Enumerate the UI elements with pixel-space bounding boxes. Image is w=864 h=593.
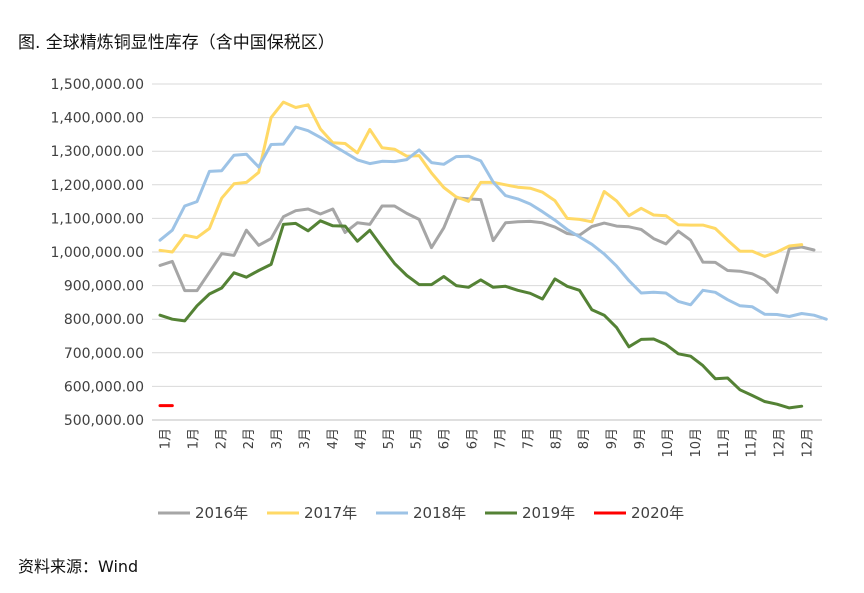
x-tick-label: 10月 — [661, 428, 676, 458]
series-line-2 — [158, 125, 828, 321]
x-tick-label: 1月 — [158, 428, 173, 449]
grid-lines — [152, 83, 822, 421]
x-tick-label: 10月 — [689, 428, 704, 458]
series-line-0 — [158, 196, 816, 294]
x-tick-label: 5月 — [382, 428, 397, 449]
x-tick-label: 6月 — [438, 428, 453, 449]
x-tick-label: 7月 — [521, 428, 536, 449]
y-tick-label: 600,000.00 — [64, 379, 144, 395]
series-line-1 — [158, 100, 804, 258]
legend-label-1: 2017年 — [304, 504, 357, 522]
legend: 2016年 2017年 2018年 2019年 2020年 — [158, 504, 684, 522]
x-tick-label: 6月 — [466, 428, 481, 449]
x-tick-label: 5月 — [410, 428, 425, 449]
x-tick-label: 9月 — [605, 428, 620, 449]
x-tick-label: 8月 — [577, 428, 592, 449]
x-tick-label: 11月 — [745, 428, 760, 458]
x-tick-label: 2月 — [214, 428, 229, 449]
source-note: 资料来源：Wind — [18, 557, 139, 576]
y-tick-label: 900,000.00 — [64, 279, 144, 295]
y-tick-label: 800,000.00 — [64, 312, 144, 328]
legend-label-3: 2019年 — [522, 504, 575, 522]
y-tick-label: 1,500,000.00 — [50, 77, 144, 93]
y-tick-label: 500,000.00 — [64, 413, 144, 429]
x-tick-label: 3月 — [270, 428, 285, 449]
x-tick-label: 4月 — [354, 428, 369, 449]
x-tick-label: 7月 — [493, 428, 508, 449]
chart-title: 图. 全球精炼铜显性库存（含中国保税区） — [18, 33, 335, 53]
legend-label-4: 2020年 — [631, 504, 684, 522]
x-tick-label: 3月 — [298, 428, 313, 449]
x-tick-label: 4月 — [326, 428, 341, 449]
y-tick-label: 1,400,000.00 — [50, 111, 144, 127]
x-tick-label: 9月 — [633, 428, 648, 449]
y-tick-label: 1,200,000.00 — [50, 178, 144, 194]
x-tick-label: 1月 — [186, 428, 201, 449]
x-tick-label: 11月 — [717, 428, 732, 458]
legend-label-0: 2016年 — [195, 504, 248, 522]
y-tick-label: 1,100,000.00 — [50, 211, 144, 227]
y-tick-label: 1,300,000.00 — [50, 144, 144, 160]
x-tick-label: 12月 — [801, 428, 816, 458]
x-axis: 1月 1月 2月 2月 3月 3月 4月 4月 5月 5月 6月 6月 7月 7月 8月 8月 9月 9月 10月 1… — [152, 419, 822, 458]
x-tick-label: 8月 — [549, 428, 564, 449]
y-tick-label: 1,000,000.00 — [50, 245, 144, 261]
legend-label-2: 2018年 — [413, 504, 466, 522]
series-line-3 — [158, 219, 804, 410]
series-lines — [158, 100, 828, 410]
y-axis: 1,500,000.00 1,400,000.00 1,300,000.00 1,20… — [50, 77, 144, 429]
x-tick-label: 12月 — [773, 428, 788, 458]
x-tick-label: 2月 — [242, 428, 257, 449]
y-tick-label: 700,000.00 — [64, 346, 144, 362]
